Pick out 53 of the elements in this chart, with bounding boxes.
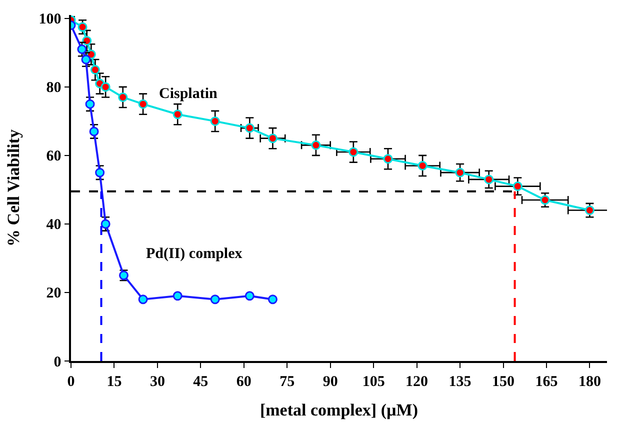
x-tick-label: 45 [193, 374, 208, 390]
x-tick-label: 135 [448, 374, 472, 390]
point [138, 294, 148, 304]
point [210, 116, 220, 126]
series-label: Cisplatin [159, 86, 218, 102]
point [584, 206, 594, 216]
x-tick-label: 150 [492, 374, 515, 390]
y-tick-label: 40 [46, 217, 62, 234]
point [244, 123, 254, 133]
x-tick-label: 120 [406, 374, 428, 390]
y-axis-title: % Cell Viability [4, 128, 23, 247]
point [455, 168, 465, 178]
point [418, 160, 428, 170]
y-tick-label: 100 [38, 12, 62, 28]
point [118, 92, 128, 102]
point [268, 294, 278, 304]
point [85, 99, 95, 109]
point [348, 147, 358, 157]
point [311, 140, 321, 150]
point [100, 219, 110, 229]
x-tick-label: 60 [236, 374, 252, 390]
x-tick-label: 105 [362, 374, 385, 390]
point [540, 195, 550, 205]
point [244, 291, 254, 301]
x-tick-label: 0 [67, 374, 75, 390]
point [512, 182, 522, 192]
point [78, 22, 88, 32]
point [383, 154, 393, 164]
y-tick-label: 0 [54, 354, 62, 370]
x-axis-title: [metal complex] (µM) [260, 400, 418, 420]
x-tick-label: 75 [280, 374, 295, 390]
point [90, 65, 100, 75]
point [172, 291, 182, 301]
point [89, 126, 99, 136]
point [82, 36, 92, 46]
point [172, 110, 182, 120]
x-tick-label: 90 [322, 374, 338, 390]
point [268, 134, 278, 144]
x-tick-label: 30 [150, 374, 165, 390]
point [210, 294, 220, 304]
point [95, 168, 105, 178]
y-tick-label: 60 [46, 148, 62, 165]
point [138, 99, 148, 109]
y-tick-label: 80 [46, 80, 62, 96]
x-tick-label: 15 [106, 374, 122, 390]
y-tick-label: 20 [46, 286, 62, 302]
point [77, 44, 87, 54]
x-tick-label: 180 [578, 374, 601, 390]
point [81, 54, 91, 64]
point [484, 174, 494, 184]
series-label: Pd(II) complex [146, 246, 243, 262]
point [100, 82, 110, 92]
x-tick-label: 165 [535, 374, 558, 390]
